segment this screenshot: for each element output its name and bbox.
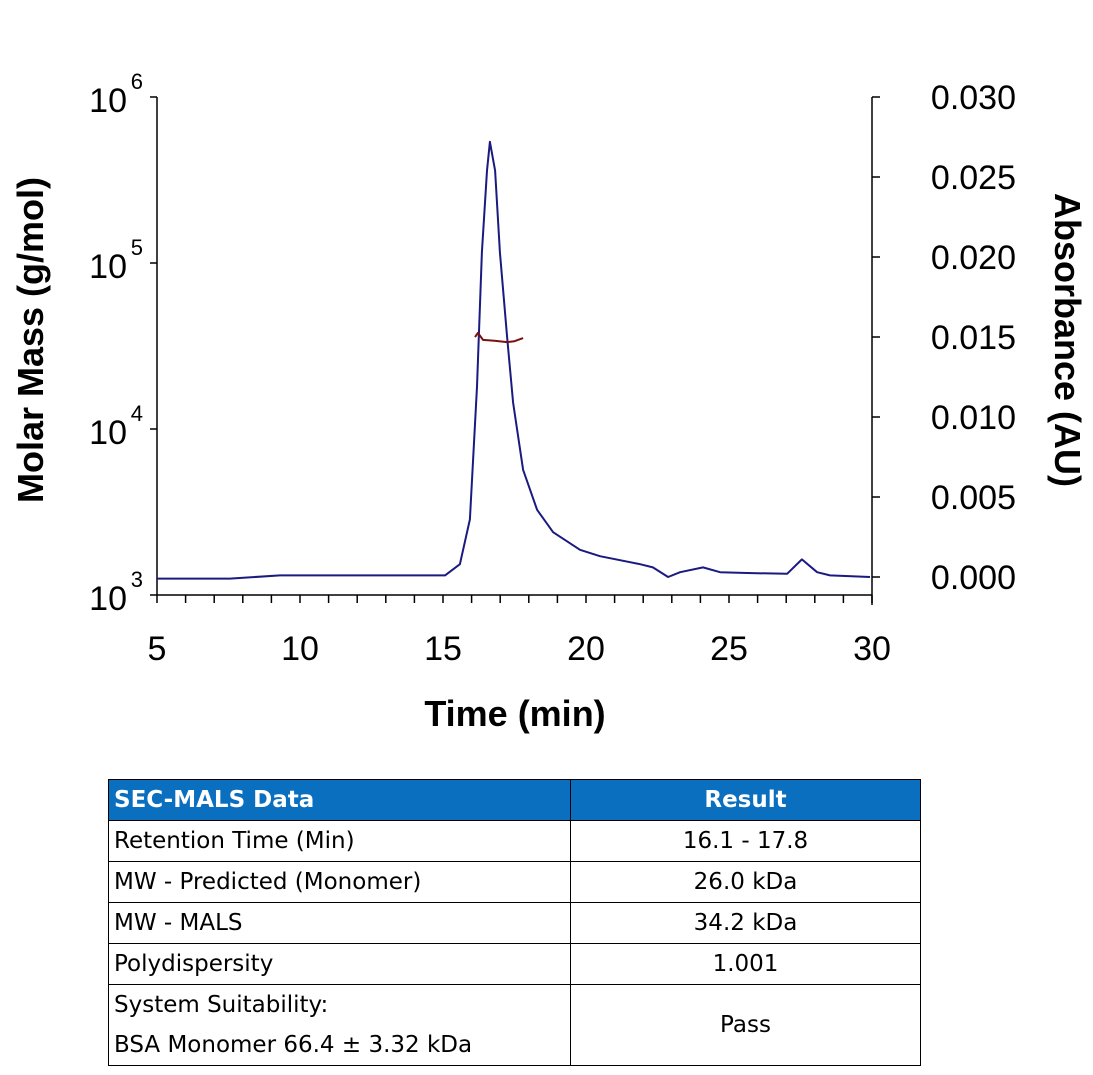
absorbance-line xyxy=(157,140,871,580)
table-cell: Pass xyxy=(570,984,921,1066)
table-cell: MW - Predicted (Monomer) xyxy=(108,861,571,903)
table-cell: 34.2 kDa xyxy=(570,902,921,944)
cell-line: BSA Monomer 66.4 ± 3.32 kDa xyxy=(114,1032,473,1058)
table-row: MW - MALS 34.2 kDa xyxy=(108,902,921,944)
y2-tick-label: 0.025 xyxy=(931,159,1016,197)
y-tick-label: 10 xyxy=(89,248,127,286)
x-tick-label: 5 xyxy=(148,630,167,668)
table-cell: MW - MALS xyxy=(108,902,571,944)
tick-base: 10 xyxy=(89,82,127,120)
y2-tick-label: 0.030 xyxy=(931,79,1016,117)
tick-base: 10 xyxy=(89,248,127,286)
y-tick-exponent: 3 xyxy=(131,567,143,592)
x-tick-label: 30 xyxy=(853,630,891,668)
table-header: SEC-MALS Data xyxy=(108,779,571,821)
y-tick-exponent: 4 xyxy=(131,401,143,426)
table-header: Result xyxy=(570,779,921,821)
y2-tick-label: 0.000 xyxy=(931,559,1016,597)
y2-tick-label: 0.020 xyxy=(931,239,1016,277)
molar-mass-line xyxy=(474,331,524,344)
sec-mals-chart: 5 10 15 20 25 301031041051060.0000.0050.0100.… xyxy=(10,69,1088,734)
x-tick-label: 25 xyxy=(710,630,748,668)
y-tick-exponent: 5 xyxy=(131,235,143,260)
y2-tick-label: 0.015 xyxy=(931,319,1016,357)
table-row: Retention Time (Min) 16.1 - 17.8 xyxy=(108,820,921,862)
table-cell: Retention Time (Min) xyxy=(108,820,571,862)
sec-mals-table: SEC-MALS Data Result Retention Time (Min… xyxy=(108,779,921,1066)
table-cell: 16.1 - 17.8 xyxy=(570,820,921,862)
table-header-row: SEC-MALS Data Result xyxy=(108,779,921,821)
x-tick-label: 10 xyxy=(281,630,319,668)
y2-tick-label: 0.010 xyxy=(931,399,1016,437)
y2-axis-title: Absorbance (AU) xyxy=(1047,193,1088,487)
cell-line: System Suitability: xyxy=(114,992,329,1018)
x-axis-title: Time (min) xyxy=(424,693,605,734)
x-tick-label: 15 xyxy=(424,630,462,668)
tick-base: 10 xyxy=(89,580,127,618)
y-axis-title: Molar Mass (g/mol) xyxy=(10,177,51,503)
table-row: MW - Predicted (Monomer) 26.0 kDa xyxy=(108,861,921,903)
tick-base: 10 xyxy=(89,414,127,452)
y-tick-label: 10 xyxy=(89,82,127,120)
y-tick-label: 10 xyxy=(89,580,127,618)
table-cell: 26.0 kDa xyxy=(570,861,921,903)
table-cell: Polydispersity xyxy=(108,943,571,985)
y2-tick-label: 0.005 xyxy=(931,479,1016,517)
table-cell: System Suitability: BSA Monomer 66.4 ± 3.… xyxy=(108,984,571,1066)
x-tick-label: 20 xyxy=(567,630,605,668)
y-tick-exponent: 6 xyxy=(131,69,143,94)
y-tick-label: 10 xyxy=(89,414,127,452)
table-row: System Suitability: BSA Monomer 66.4 ± 3.… xyxy=(108,984,921,1066)
table-row: Polydispersity 1.001 xyxy=(108,943,921,985)
table-cell: 1.001 xyxy=(570,943,921,985)
